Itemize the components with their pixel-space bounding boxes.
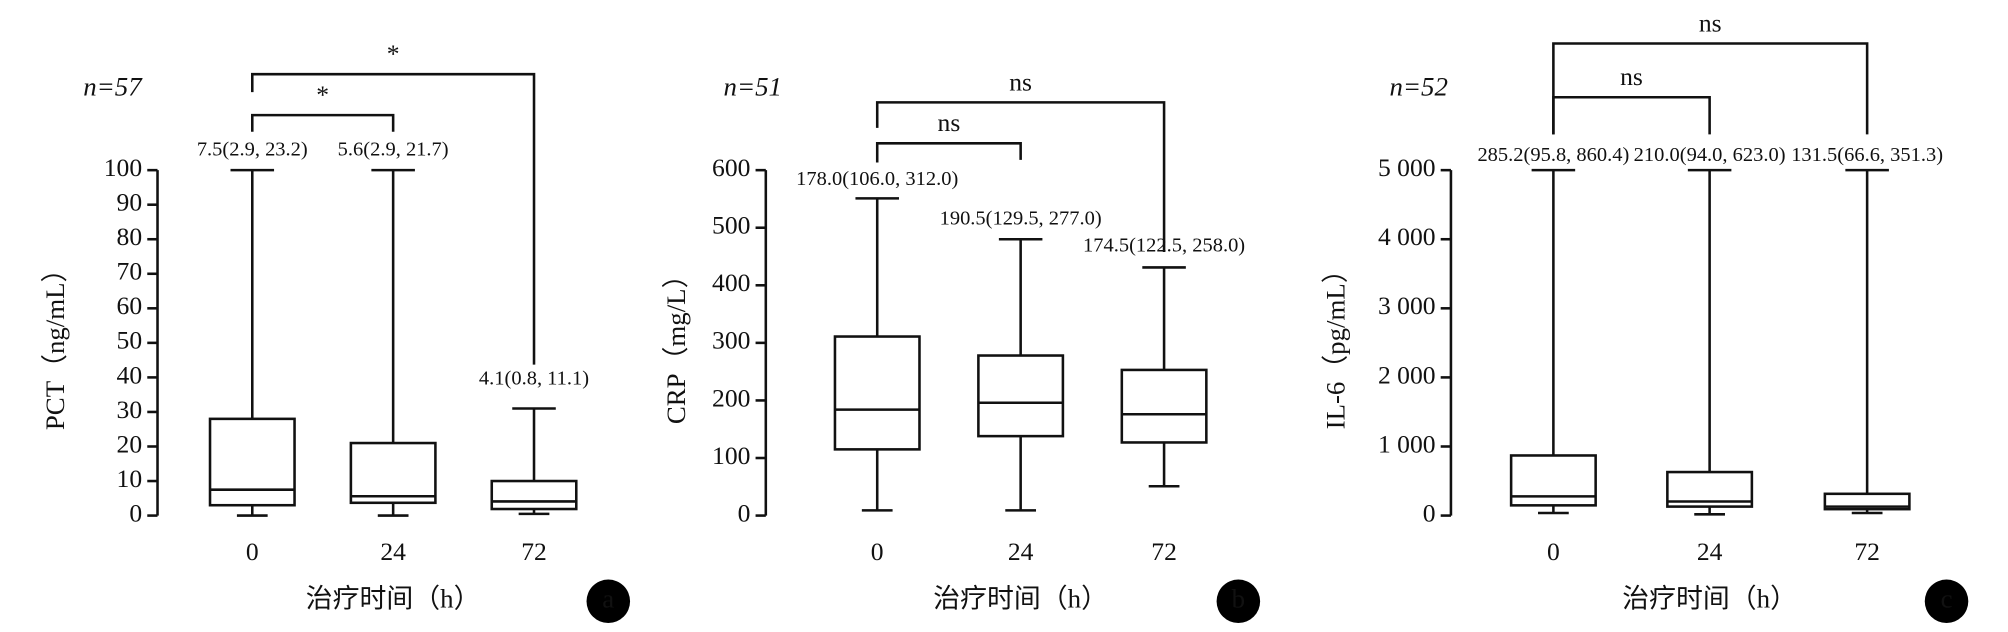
- x-tick-label: 0: [1547, 537, 1560, 566]
- significance-bracket: [250, 72, 536, 365]
- significance-label: *: [316, 80, 329, 109]
- x-tick-label: 0: [871, 537, 884, 566]
- y-tick-label: 50: [117, 326, 143, 355]
- x-tick-label: 24: [1697, 537, 1723, 566]
- x-axis-title: 治疗时间（h）: [1622, 583, 1797, 613]
- x-tick-label: 0: [246, 537, 259, 566]
- significance-bracket: [875, 101, 1166, 253]
- significance-bracket: [250, 113, 395, 132]
- y-tick-label: 40: [117, 360, 143, 389]
- x-axis-title: 治疗时间（h）: [306, 583, 481, 613]
- y-tick-label: 100: [712, 441, 750, 470]
- significance-label: ns: [1009, 67, 1032, 96]
- y-tick-label: 600: [712, 153, 750, 182]
- value-label: 5.6(2.9, 21.7): [338, 139, 449, 161]
- y-tick-label: 10: [117, 464, 143, 493]
- box: [977, 354, 1065, 438]
- y-tick-label: 4 000: [1378, 222, 1436, 251]
- y-tick-label: 5 000: [1378, 153, 1436, 182]
- box: [208, 417, 296, 507]
- x-axis-title: 治疗时间（h）: [933, 583, 1108, 613]
- panel-circle: [1924, 579, 1969, 624]
- value-label: 131.5(66.6, 351.3): [1791, 144, 1943, 166]
- y-tick-label: 3 000: [1378, 291, 1436, 320]
- box: [833, 335, 921, 451]
- value-label: 178.0(106.0, 312.0): [796, 168, 958, 190]
- significance-bracket: [1552, 42, 1869, 135]
- value-label: 4.1(0.8, 11.1): [479, 368, 589, 390]
- y-tick-label: 100: [104, 153, 142, 182]
- y-tick-label: 0: [738, 498, 751, 527]
- x-tick-label: 72: [521, 537, 547, 566]
- significance-bracket: [1552, 95, 1711, 135]
- panel-label: c: [1941, 583, 1953, 613]
- y-tick-label: 80: [117, 222, 143, 251]
- box: [490, 479, 578, 511]
- x-tick-label: 24: [1008, 537, 1034, 566]
- y-tick-label: 500: [712, 211, 750, 240]
- box: [1823, 492, 1911, 511]
- panel-circle: [1216, 579, 1261, 624]
- box: [1120, 368, 1208, 444]
- y-tick-label: 300: [712, 326, 750, 355]
- n-label: n=57: [83, 72, 143, 102]
- x-tick-label: 24: [380, 537, 406, 566]
- panel-circle: [586, 579, 631, 624]
- value-label: 210.0(94.0, 623.0): [1634, 144, 1786, 166]
- y-tick-label: 20: [117, 429, 143, 458]
- box: [349, 441, 437, 505]
- y-tick-label: 90: [117, 188, 143, 217]
- y-tick-label: 0: [129, 498, 142, 527]
- y-tick-label: 30: [117, 395, 143, 424]
- value-label: 7.5(2.9, 23.2): [197, 139, 308, 161]
- panel-label: b: [1232, 583, 1245, 613]
- box: [1666, 470, 1754, 508]
- y-axis-title: PCT（ng/mL）: [40, 256, 70, 431]
- x-tick-label: 72: [1854, 537, 1880, 566]
- y-tick-label: 70: [117, 257, 143, 286]
- significance-label: *: [387, 39, 400, 68]
- panel-label: a: [602, 583, 614, 613]
- significance-label: ns: [1699, 8, 1722, 37]
- y-tick-label: 400: [712, 268, 750, 297]
- value-label: 190.5(129.5, 277.0): [940, 208, 1102, 230]
- y-tick-label: 200: [712, 383, 750, 412]
- x-tick-label: 72: [1151, 537, 1177, 566]
- significance-bracket: [875, 142, 1022, 163]
- n-label: n=52: [1389, 72, 1447, 102]
- y-tick-label: 0: [1423, 498, 1436, 527]
- y-tick-label: 1 000: [1378, 429, 1436, 458]
- significance-label: ns: [1620, 62, 1643, 91]
- y-axis-title: CRP（mg/L）: [661, 262, 691, 425]
- y-tick-label: 2 000: [1378, 360, 1436, 389]
- significance-label: ns: [938, 108, 961, 137]
- value-label: 285.2(95.8, 860.4): [1477, 144, 1629, 166]
- y-tick-label: 60: [117, 291, 143, 320]
- box: [1509, 454, 1597, 507]
- n-label: n=51: [724, 72, 782, 102]
- y-axis-title: IL-6（pg/mL）: [1320, 256, 1350, 429]
